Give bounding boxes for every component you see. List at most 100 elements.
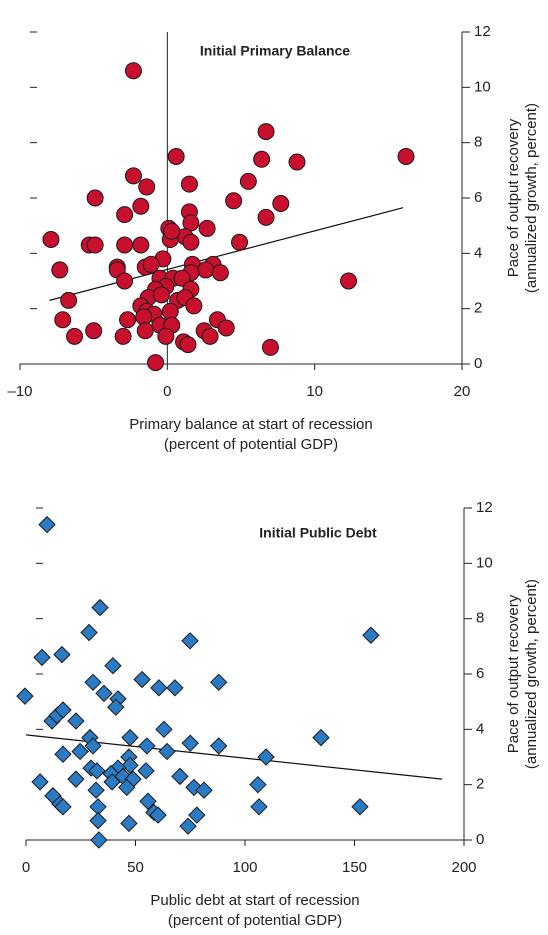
x-tick-label: 100 xyxy=(232,859,257,876)
y-axis-label: Pace of output recovery xyxy=(505,118,522,277)
point xyxy=(104,656,122,675)
point xyxy=(288,153,306,171)
x-axis-label: (percent of potential GDP) xyxy=(164,436,338,453)
point xyxy=(142,255,160,273)
point xyxy=(173,269,191,287)
point xyxy=(67,770,85,788)
y-tick-label: 10 xyxy=(476,554,493,571)
point xyxy=(250,798,268,816)
point xyxy=(257,123,275,141)
point xyxy=(137,762,155,780)
point xyxy=(181,632,199,650)
point xyxy=(138,737,156,755)
point xyxy=(163,222,181,240)
point xyxy=(139,792,157,810)
point xyxy=(85,322,103,340)
y-tick-label: 0 xyxy=(476,831,484,848)
point xyxy=(71,742,89,761)
point xyxy=(103,773,121,791)
y-axis-label: Pace of output recovery xyxy=(505,594,522,753)
x-axis-label: (percent of potential GDP) xyxy=(168,912,342,929)
point xyxy=(179,817,197,835)
point xyxy=(225,192,243,210)
y-tick-label: 2 xyxy=(476,776,484,793)
y-tick-label: 2 xyxy=(474,300,482,317)
point xyxy=(217,319,235,337)
point xyxy=(114,327,132,345)
x-tick-label: 20 xyxy=(454,383,471,400)
point xyxy=(67,712,85,730)
point xyxy=(166,679,184,697)
point xyxy=(138,178,156,196)
point xyxy=(179,336,197,354)
point xyxy=(118,778,136,797)
chart-title: Initial Public Debt xyxy=(259,525,377,541)
point xyxy=(60,291,78,309)
point xyxy=(149,806,167,824)
y-tick-label: 6 xyxy=(476,665,484,682)
point xyxy=(132,197,150,215)
y-axis-label: (annualized growth, percent) xyxy=(523,579,540,769)
point xyxy=(136,322,154,340)
point xyxy=(210,673,228,692)
point xyxy=(351,798,369,816)
point xyxy=(182,233,200,251)
point xyxy=(38,515,56,534)
point xyxy=(312,728,330,747)
y-tick-label: 0 xyxy=(474,355,482,372)
point xyxy=(158,742,176,761)
point xyxy=(121,756,139,775)
point xyxy=(124,62,142,80)
point xyxy=(91,598,109,617)
chart: 0 2 4 6 8 10 12 0 50 100 150 200 Initial Public Debt… xyxy=(16,499,540,929)
point xyxy=(54,701,72,719)
trend-line xyxy=(49,207,404,301)
point xyxy=(150,679,168,697)
chart: 0 2 4 6 8 10 12 –10 0 10 20 Initial Primary Balance… xyxy=(7,23,539,453)
point xyxy=(87,781,105,799)
point xyxy=(42,231,60,248)
point xyxy=(188,806,206,824)
y-tick-label: 12 xyxy=(476,499,493,516)
x-axis-label: Primary balance at start of recession xyxy=(129,416,372,433)
y-tick-label: 12 xyxy=(474,23,491,40)
point xyxy=(185,297,203,315)
y-tick-label: 8 xyxy=(474,134,482,151)
point xyxy=(116,236,134,254)
point xyxy=(147,354,165,372)
point xyxy=(261,338,279,356)
point xyxy=(272,195,290,213)
point xyxy=(167,148,185,165)
x-tick-label: 10 xyxy=(306,383,323,400)
point xyxy=(107,698,125,716)
point xyxy=(124,167,142,185)
point xyxy=(54,745,72,763)
y-tick-label: 6 xyxy=(474,189,482,206)
point xyxy=(180,175,198,193)
point xyxy=(132,236,150,254)
point xyxy=(31,773,49,791)
point xyxy=(181,734,199,752)
point xyxy=(86,189,104,207)
point xyxy=(155,720,173,739)
point xyxy=(54,798,72,816)
point xyxy=(152,286,170,304)
point xyxy=(33,648,51,667)
point xyxy=(211,264,229,282)
point xyxy=(195,781,213,799)
x-axis-label: Public debt at start of recession xyxy=(150,892,359,909)
x-tick-label: 200 xyxy=(451,859,476,876)
point xyxy=(80,623,98,642)
y-axis-label: (annualized growth, percent) xyxy=(523,103,540,293)
point xyxy=(116,206,134,224)
x-tick-label: 0 xyxy=(163,383,171,400)
point xyxy=(66,327,84,345)
y-tick-label: 10 xyxy=(474,78,491,95)
y-tick-label: 8 xyxy=(476,610,484,627)
point xyxy=(90,831,108,849)
x-tick-label: 150 xyxy=(342,859,367,876)
point xyxy=(120,814,138,833)
point xyxy=(88,762,106,780)
x-tick-label: 50 xyxy=(127,859,144,876)
